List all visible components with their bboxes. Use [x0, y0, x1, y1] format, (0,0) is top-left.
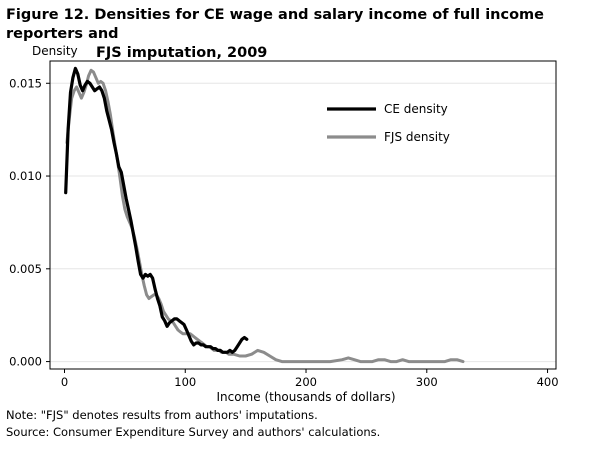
- x-tick-label: 100: [174, 375, 196, 389]
- notes: Note: "FJS" denotes results from authors…: [6, 407, 380, 441]
- ce-density-line: [64, 66, 249, 354]
- series-lines: [64, 66, 465, 364]
- axes: 0.000 0.005 0.010 0.015 0 100 200 300 400: [9, 60, 559, 389]
- x-tick-label: 0: [61, 375, 68, 389]
- fjs-density-line: [65, 68, 465, 364]
- legend: CE density FJS density: [327, 102, 450, 144]
- figure-title: Figure 12. Densities for CE wage and sal…: [6, 6, 596, 63]
- x-tick-label: 200: [295, 375, 317, 389]
- note-text: Note: "FJS" denotes results from authors…: [6, 408, 318, 422]
- x-tick-label: 300: [416, 375, 438, 389]
- y-tick-label: 0.000: [9, 355, 42, 369]
- source-text: Source: Consumer Expenditure Survey and …: [6, 425, 381, 439]
- legend-label-ce: CE density: [384, 102, 448, 116]
- legend-label-fjs: FJS density: [384, 130, 450, 144]
- plot-frame: [49, 60, 557, 370]
- density-chart: 0.000 0.005 0.010 0.015 0 100 200 300 400 CE den…: [9, 60, 559, 404]
- y-axis-label: Density: [32, 44, 78, 58]
- y-tick-label: 0.005: [9, 262, 42, 276]
- y-tick-label: 0.015: [9, 76, 42, 90]
- figure-title-line2: FJS imputation, 2009: [96, 45, 268, 61]
- x-tick-label: 400: [537, 375, 559, 389]
- gridlines: [50, 82, 556, 363]
- y-tick-label: 0.010: [9, 169, 42, 183]
- figure-title-line1: Figure 12. Densities for CE wage and sal…: [6, 7, 544, 42]
- x-axis-label: Income (thousands of dollars): [216, 390, 395, 404]
